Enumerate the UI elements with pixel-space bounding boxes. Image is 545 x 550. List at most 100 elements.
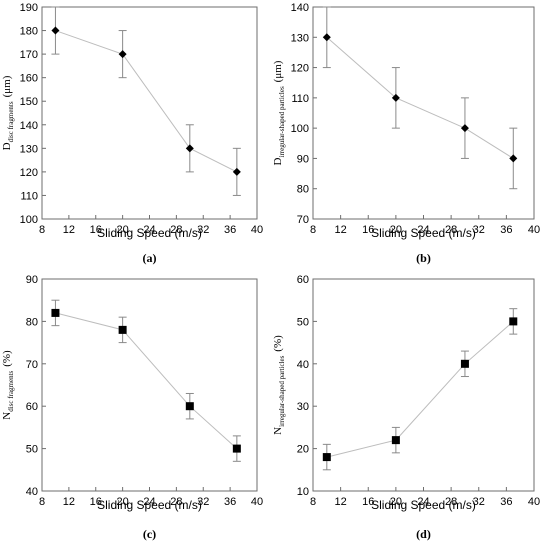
x-tick-label: 20 xyxy=(117,496,129,508)
y-tick-label: 30 xyxy=(297,401,309,413)
plot-frame xyxy=(41,6,258,220)
y-tick-label: 80 xyxy=(26,316,38,328)
x-axis-label: Sliding Speed (m/s) xyxy=(371,226,476,240)
data-point-square xyxy=(460,359,469,368)
y-tick-label: 110 xyxy=(20,190,38,202)
y-tick-label: 70 xyxy=(297,214,309,226)
y-axis-label-subscript: irregular-shaped particles xyxy=(278,86,286,157)
x-tick-label: 24 xyxy=(143,224,155,236)
y-tick-label: 50 xyxy=(297,316,309,328)
x-tick-label: 40 xyxy=(251,224,263,236)
y-tick-label: 50 xyxy=(26,444,38,456)
chart-panel-d: 10 20 30 40 50 60 8 12 16 20 24 28 32 36 40 Sliding Spe… xyxy=(272,274,540,541)
x-tick-label: 8 xyxy=(39,224,45,236)
y-tick-label: 150 xyxy=(20,96,38,108)
x-tick-label: 32 xyxy=(197,496,209,508)
y-axis-label-subscript: disc fragments xyxy=(7,101,15,142)
y-axis-label: Ddisc fragments (μm) xyxy=(1,75,15,150)
data-point-square xyxy=(185,402,194,411)
x-tick-label: 8 xyxy=(39,496,45,508)
y-tick-label: 20 xyxy=(297,444,309,456)
y-axis-label: Nirregular-shaped particles (%) xyxy=(272,335,286,435)
x-axis-label: Sliding Speed (m/s) xyxy=(97,226,202,240)
x-tick-label: 24 xyxy=(417,224,429,236)
y-tick-label: 60 xyxy=(26,401,38,413)
data-point-square xyxy=(509,317,518,326)
x-tick-label: 28 xyxy=(445,224,457,236)
x-tick-label: 16 xyxy=(362,224,374,236)
y-tick-label: 120 xyxy=(20,167,38,179)
y-tick-label: 10 xyxy=(297,486,309,498)
y-tick-label: 180 xyxy=(20,26,38,38)
chart-panel-b: 70 80 90 100 110 120 130 140 8 12 16 20 24 28 32 36 40 Sl… xyxy=(272,2,540,265)
series-line xyxy=(326,321,514,458)
y-tick-label: 100 xyxy=(20,214,38,226)
x-tick-label: 32 xyxy=(473,224,485,236)
y-tick-label: 40 xyxy=(297,359,309,371)
x-tick-label: 12 xyxy=(335,496,347,508)
x-tick-label: 12 xyxy=(63,224,75,236)
x-tick-label: 8 xyxy=(310,224,316,236)
data-point-diamond xyxy=(185,144,194,153)
y-tick-label: 40 xyxy=(26,486,38,498)
plot-frame xyxy=(312,278,535,492)
x-tick-label: 12 xyxy=(63,496,75,508)
x-tick-label: 40 xyxy=(528,224,540,236)
y-tick-label: 190 xyxy=(20,2,38,14)
x-tick-label: 20 xyxy=(390,496,402,508)
data-point-diamond xyxy=(460,124,469,133)
data-point-diamond xyxy=(118,50,127,59)
panel-label: (b) xyxy=(416,251,431,265)
y-tick-label: 130 xyxy=(20,143,38,155)
y-axis-label: Ndisc fragments (%) xyxy=(1,350,15,420)
data-point-square xyxy=(51,308,60,317)
panel-label: (d) xyxy=(416,527,431,541)
data-point-diamond xyxy=(322,33,331,42)
x-tick-label: 28 xyxy=(445,496,457,508)
x-tick-label: 32 xyxy=(197,224,209,236)
y-axis-label-unit: (μm) xyxy=(272,60,284,82)
x-tick-label: 24 xyxy=(417,496,429,508)
x-tick-label: 36 xyxy=(500,224,512,236)
data-point-diamond xyxy=(232,167,241,176)
x-tick-label: 36 xyxy=(224,496,236,508)
y-axis-label-unit: (μm) xyxy=(1,75,13,97)
x-tick-label: 20 xyxy=(390,224,402,236)
x-tick-label: 40 xyxy=(251,496,263,508)
x-tick-label: 12 xyxy=(335,224,347,236)
y-axis-label-unit: (%) xyxy=(1,350,13,367)
y-tick-label: 170 xyxy=(20,49,38,61)
x-tick-label: 28 xyxy=(170,496,182,508)
y-tick-label: 60 xyxy=(297,274,309,286)
data-point-square xyxy=(391,436,400,445)
series-line xyxy=(326,36,514,159)
y-tick-label: 100 xyxy=(291,123,309,135)
plot-frame xyxy=(41,278,258,492)
x-tick-label: 16 xyxy=(90,496,102,508)
y-axis-label-main: D xyxy=(272,157,284,165)
panel-label: (c) xyxy=(143,527,156,541)
y-axis-label-main: N xyxy=(1,412,13,420)
y-tick-label: 80 xyxy=(297,184,309,196)
x-tick-label: 36 xyxy=(224,224,236,236)
y-axis-label-main: D xyxy=(1,142,13,150)
y-axis-label: Dirregular-shaped particles (μm) xyxy=(272,60,286,165)
y-tick-label: 160 xyxy=(20,73,38,85)
y-axis-label-subscript: disc fragments xyxy=(7,370,15,411)
series-line xyxy=(55,30,238,173)
plot-frame xyxy=(312,6,535,220)
panel-label: (a) xyxy=(143,251,157,265)
y-axis-label-unit: (%) xyxy=(272,335,284,352)
y-tick-label: 70 xyxy=(26,359,38,371)
y-tick-label: 140 xyxy=(291,2,309,14)
x-tick-label: 36 xyxy=(500,496,512,508)
y-tick-label: 120 xyxy=(291,63,309,75)
x-tick-label: 40 xyxy=(528,496,540,508)
y-tick-label: 140 xyxy=(20,120,38,132)
x-tick-label: 32 xyxy=(473,496,485,508)
y-tick-label: 90 xyxy=(297,153,309,165)
x-axis-label: Sliding Speed (m/s) xyxy=(97,498,202,512)
y-tick-label: 130 xyxy=(291,32,309,44)
series-line xyxy=(55,312,238,449)
